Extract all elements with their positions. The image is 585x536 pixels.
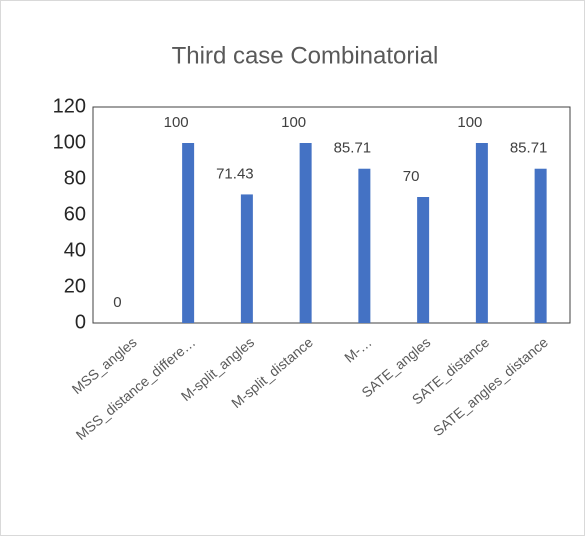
data-label: 85.71 <box>510 140 548 157</box>
bar <box>417 197 430 323</box>
data-label: 70 <box>403 168 420 185</box>
data-label: 100 <box>457 114 482 131</box>
y-tick-label: 40 <box>64 239 86 261</box>
bar <box>534 168 547 323</box>
bar <box>299 143 312 323</box>
chart-title: Third case Combinatorial <box>172 42 439 69</box>
bar <box>358 168 371 323</box>
y-tick-label: 20 <box>64 275 86 297</box>
bar <box>240 194 253 323</box>
data-label: 71.43 <box>216 165 254 182</box>
plot-area <box>92 106 571 324</box>
y-tick-label: 80 <box>64 167 86 189</box>
y-tick-label: 120 <box>53 95 86 117</box>
bar <box>475 143 488 323</box>
y-tick-label: 0 <box>75 311 86 333</box>
y-tick-label: 100 <box>53 131 86 153</box>
data-label: 85.71 <box>334 140 372 157</box>
data-label: 100 <box>281 114 306 131</box>
y-tick-label: 60 <box>64 203 86 225</box>
bar <box>182 143 195 323</box>
data-label: 0 <box>113 294 121 311</box>
data-label: 100 <box>164 114 189 131</box>
